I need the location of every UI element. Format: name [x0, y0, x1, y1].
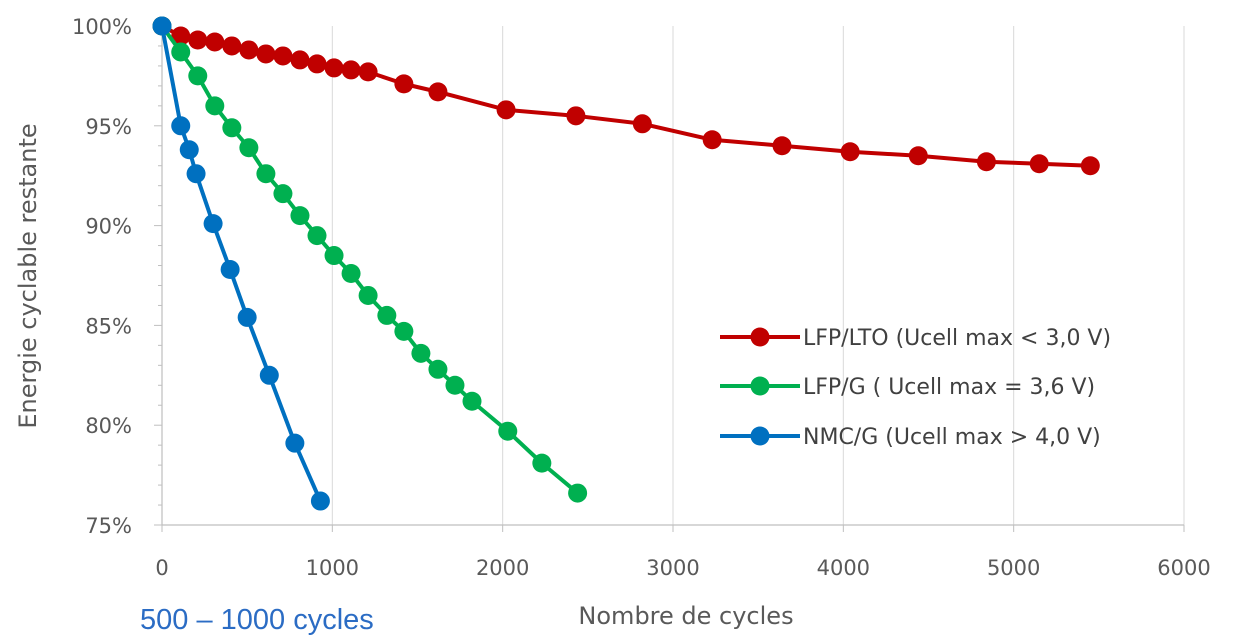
data-point — [290, 206, 310, 226]
data-point — [222, 118, 242, 138]
data-point — [377, 305, 397, 325]
data-point — [188, 30, 208, 50]
y-tick-label: 90% — [85, 215, 132, 239]
series-line — [160, 24, 579, 495]
data-point — [772, 136, 792, 156]
y-tick-labels: 75% 80% 85% 90% 95% 100% — [72, 15, 132, 538]
data-point — [203, 214, 223, 234]
data-point — [259, 365, 279, 385]
data-point — [566, 106, 586, 126]
data-point — [290, 50, 310, 70]
data-point — [632, 114, 652, 134]
data-point — [908, 146, 928, 166]
data-point — [205, 96, 225, 116]
data-point — [498, 421, 518, 441]
legend-entry-3: NMC/G (Ucell max > 4,0 V) — [720, 425, 1101, 450]
data-point — [179, 140, 199, 160]
data-point — [273, 46, 293, 66]
y-tick-label: 80% — [85, 414, 132, 438]
series-line — [160, 25, 323, 502]
data-point — [310, 491, 330, 511]
data-point — [394, 74, 414, 94]
legend-label: LFP/LTO (Ucell max < 3,0 V) — [803, 326, 1111, 351]
legend-marker — [750, 327, 770, 347]
data-point — [496, 100, 516, 120]
y-tick-label: 75% — [85, 514, 132, 538]
data-point — [341, 60, 361, 80]
data-point — [171, 116, 191, 136]
data-point — [428, 82, 448, 102]
data-point — [152, 16, 172, 36]
x-tick-label: 1000 — [306, 556, 359, 580]
data-point — [237, 307, 257, 327]
data-point — [1080, 156, 1100, 176]
data-point — [239, 138, 259, 158]
x-tick-label: 2000 — [476, 556, 529, 580]
series-2 — [152, 16, 588, 503]
legend-marker — [750, 376, 770, 396]
data-point — [358, 285, 378, 305]
data-point — [273, 184, 293, 204]
data-point — [285, 433, 305, 453]
grid-lines — [331, 26, 1185, 525]
legend-entry-1: LFP/LTO (Ucell max < 3,0 V) — [720, 326, 1111, 351]
y-tick-label: 85% — [85, 314, 132, 338]
legend-label: NMC/G (Ucell max > 4,0 V) — [803, 425, 1101, 450]
data-point — [445, 375, 465, 395]
legend: LFP/LTO (Ucell max < 3,0 V) LFP/G ( Ucell… — [720, 326, 1111, 450]
y-tick-label: 95% — [85, 115, 132, 139]
data-point — [171, 42, 191, 62]
data-point — [411, 343, 431, 363]
x-tick-labels: 0 1000 2000 3000 4000 5000 6000 — [155, 556, 1210, 580]
cycles-annotation: 500 – 1000 cycles — [140, 604, 374, 636]
y-axis-title: Energie cyclable restante — [14, 123, 42, 428]
y-tick-label: 100% — [72, 15, 132, 39]
x-tick-label: 4000 — [817, 556, 870, 580]
legend-entry-2: LFP/G ( Ucell max = 3,6 V) — [720, 375, 1095, 400]
series-line — [161, 24, 1091, 168]
x-tick-label: 6000 — [1157, 556, 1210, 580]
legend-label: LFP/G ( Ucell max = 3,6 V) — [803, 375, 1095, 400]
legend-marker — [750, 426, 770, 446]
series-group — [152, 16, 1100, 511]
data-point — [188, 66, 208, 86]
series-1 — [152, 16, 1100, 176]
data-point — [324, 58, 344, 78]
data-point — [840, 142, 860, 162]
axes — [154, 25, 1185, 532]
data-point — [702, 130, 722, 150]
data-point — [256, 164, 276, 184]
data-point — [171, 26, 191, 46]
data-point — [462, 391, 482, 411]
data-point — [256, 44, 276, 64]
x-axis-title: Nombre de cycles — [578, 602, 793, 630]
data-point — [341, 264, 361, 284]
data-point — [222, 36, 242, 56]
data-point — [307, 54, 327, 74]
x-tick-label: 5000 — [987, 556, 1040, 580]
data-point — [307, 226, 327, 246]
data-point — [1029, 154, 1049, 174]
data-point — [428, 359, 448, 379]
data-point — [532, 453, 552, 473]
data-point — [324, 246, 344, 266]
x-tick-label: 0 — [155, 556, 168, 580]
data-point — [239, 40, 259, 60]
data-point — [220, 260, 240, 280]
x-tick-label: 3000 — [646, 556, 699, 580]
data-point — [205, 32, 225, 52]
data-point — [976, 152, 996, 172]
data-point — [394, 321, 414, 341]
data-point — [358, 62, 378, 82]
series-3 — [152, 16, 330, 511]
data-point — [186, 164, 206, 184]
data-point — [568, 483, 588, 503]
